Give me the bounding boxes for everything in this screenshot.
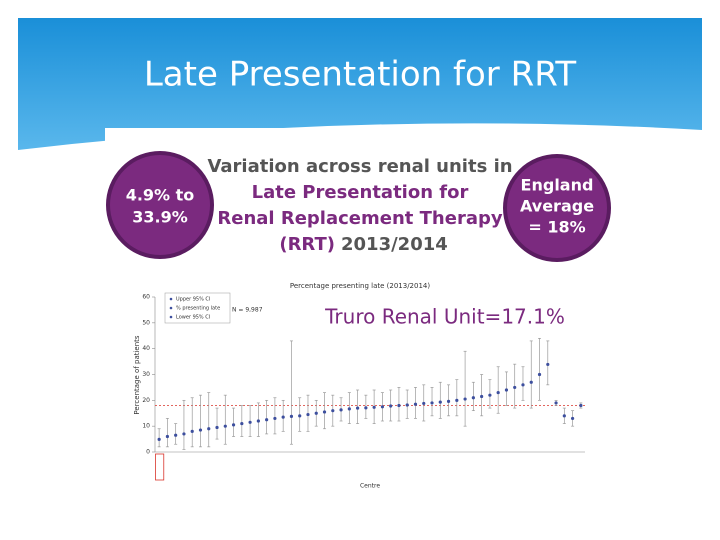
y-tick-label: 20 <box>142 397 150 404</box>
range-circle <box>106 151 214 259</box>
point <box>570 416 575 421</box>
point <box>513 385 517 390</box>
point <box>256 419 260 423</box>
point <box>198 428 203 432</box>
point <box>281 415 285 419</box>
range-text: 4.9% to <box>126 186 195 205</box>
range-text: 33.9% <box>132 208 188 227</box>
banner-heading: 2013/2014 <box>341 234 448 255</box>
point <box>182 432 186 436</box>
banner-heading: Late Presentation for <box>252 182 469 203</box>
y-tick-label: 50 <box>142 319 150 326</box>
banner-heading: Variation across renal units in <box>207 156 512 177</box>
point <box>157 437 161 441</box>
point <box>339 408 343 412</box>
y-tick-label: 60 <box>142 294 150 301</box>
point <box>455 398 459 402</box>
average-text: = 18% <box>528 218 585 237</box>
legend-label: % presenting late <box>176 306 220 312</box>
point <box>562 414 566 418</box>
point <box>306 412 310 417</box>
average-circle <box>503 154 611 262</box>
point <box>190 429 194 433</box>
annotation: Truro Renal Unit=17.1% <box>324 305 565 329</box>
legend-marker <box>169 297 173 301</box>
banner-heading: (RRT) <box>279 234 335 255</box>
legend-label: Upper 95% CI <box>176 297 210 303</box>
y-tick-label: 40 <box>142 345 150 352</box>
average-text: Average <box>520 197 594 216</box>
y-tick-label: 30 <box>142 371 150 378</box>
point <box>347 407 351 411</box>
average-text: England <box>521 176 594 195</box>
point <box>265 418 269 422</box>
point <box>471 396 475 400</box>
point <box>496 390 500 395</box>
point <box>223 424 227 428</box>
y-axis-label: Percentage of patients <box>133 335 141 414</box>
point <box>355 406 360 410</box>
point <box>546 362 550 367</box>
point <box>446 399 451 403</box>
y-tick-label: 10 <box>142 423 150 430</box>
slide-title: Late Presentation for RRT <box>144 55 577 95</box>
point <box>405 403 409 407</box>
legend-marker <box>169 306 173 310</box>
point <box>579 403 583 408</box>
point <box>215 425 219 430</box>
point <box>174 433 178 437</box>
point <box>521 383 525 387</box>
legend-marker <box>169 315 173 319</box>
chart-title: Percentage presenting late (2013/2014) <box>290 282 430 290</box>
point <box>298 414 302 418</box>
point <box>488 393 492 397</box>
point <box>248 420 252 424</box>
point <box>314 411 318 415</box>
point <box>380 405 385 409</box>
point <box>240 421 244 426</box>
point <box>207 427 211 431</box>
point <box>231 423 236 427</box>
point <box>480 394 484 399</box>
point <box>504 388 509 392</box>
point <box>389 404 393 408</box>
point <box>529 380 533 384</box>
point <box>397 403 401 408</box>
highlight-box <box>155 453 165 481</box>
point <box>422 401 426 406</box>
point <box>413 402 418 406</box>
n-label: N = 9,987 <box>232 307 263 314</box>
legend-label: Lower 95% CI <box>176 315 210 321</box>
point <box>430 401 434 405</box>
point <box>273 416 277 421</box>
point <box>331 409 335 413</box>
y-tick-label: 0 <box>146 449 150 456</box>
point <box>322 410 327 414</box>
point <box>165 434 170 439</box>
point <box>438 400 442 404</box>
point <box>537 372 542 377</box>
point <box>372 405 376 409</box>
banner-heading: Renal Replacement Therapy <box>217 208 502 229</box>
legend <box>164 292 231 324</box>
point <box>289 414 294 418</box>
point <box>554 401 558 405</box>
point <box>364 406 368 410</box>
point <box>463 397 467 401</box>
x-axis-label: Centre <box>360 483 380 490</box>
